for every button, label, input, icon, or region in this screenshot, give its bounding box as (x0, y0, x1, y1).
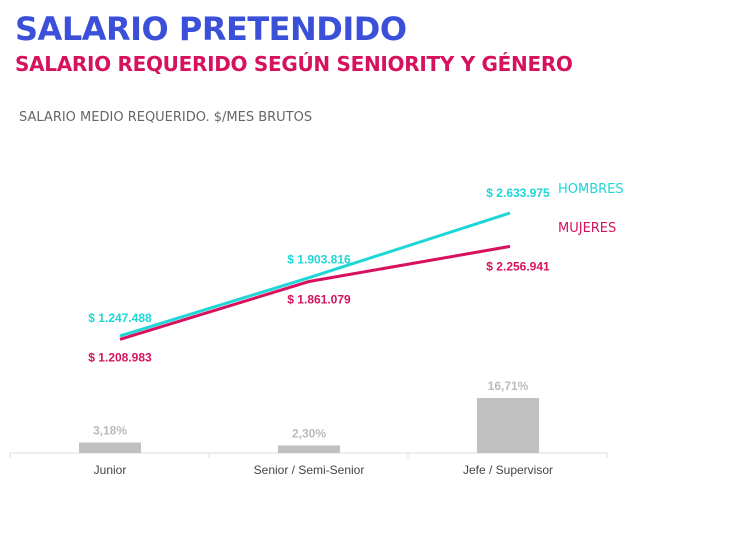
page-subtitle: SALARIO REQUERIDO SEGÚN SENIORITY Y GÉNE… (15, 52, 573, 76)
data-label: $ 1.861.079 (287, 293, 351, 307)
legend-mujeres: MUJERES (558, 221, 616, 236)
chart-caption: SALARIO MEDIO REQUERIDO. $/MES BRUTOS (19, 110, 313, 125)
bar (278, 445, 340, 453)
x-tick-label: Junior (94, 463, 127, 477)
page-title: SALARIO PRETENDIDO (15, 10, 407, 48)
x-tick-label: Jefe / Supervisor (463, 463, 553, 477)
bar (477, 398, 539, 453)
series-line-hombres (119, 211, 511, 338)
x-tick-label: Senior / Semi-Senior (254, 463, 365, 477)
data-label: $ 2.256.941 (486, 259, 550, 273)
bar-label: 16,71% (488, 379, 529, 393)
bar (79, 442, 141, 453)
bar-label: 2,30% (292, 426, 326, 440)
bar-label: 3,18% (93, 424, 127, 438)
legend-hombres: HOMBRES (558, 182, 624, 197)
data-label: $ 1.208.983 (88, 350, 152, 364)
series-line-mujeres (119, 244, 511, 341)
data-label: $ 1.247.488 (88, 311, 152, 325)
data-label: $ 2.633.975 (486, 186, 550, 200)
data-label: $ 1.903.816 (287, 253, 351, 267)
